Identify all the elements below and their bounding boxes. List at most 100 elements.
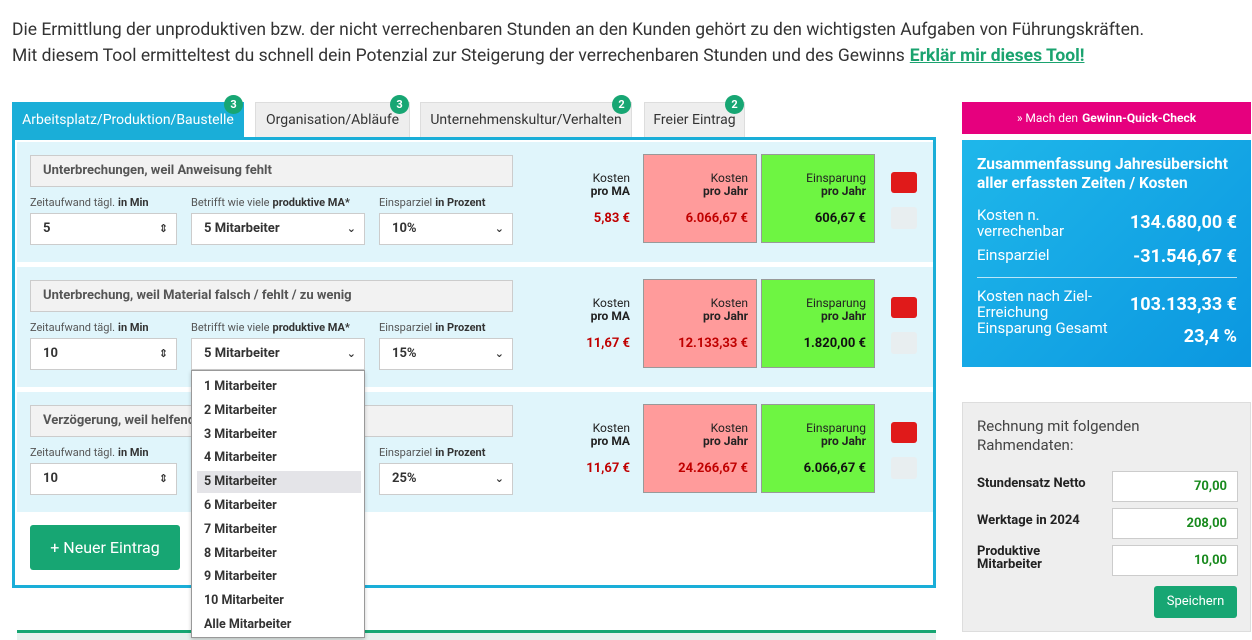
entry-title[interactable]: Unterbrechung, weil Material falsch / fe… (30, 280, 513, 312)
header-line: Kosten (710, 421, 748, 435)
settings-label: Produktive Mitarbeiter (977, 544, 1042, 572)
intro-line: Mit diesem Tool ermitteltest du schnell … (12, 46, 1084, 66)
label-text: Einsparziel (379, 321, 433, 334)
dropdown-option[interactable]: 6 Mitarbeiter (204, 498, 277, 513)
col-header: Einsparung pro Jahr (761, 172, 866, 198)
dropdown-option[interactable]: Alle Mitarbeiter (204, 617, 292, 632)
input-value: 10% (392, 221, 417, 236)
header-line: Kosten (710, 171, 748, 185)
summary-value: 103.133,33 € (1129, 294, 1237, 315)
dropdown-option[interactable]: 1 Mitarbeiter (204, 379, 277, 394)
field-label: Einsparziel in Prozent (379, 196, 485, 209)
delete-button[interactable] (891, 297, 917, 318)
label-bold: produktive MA* (272, 321, 350, 334)
spin-icon: ⇕ (158, 222, 168, 235)
select-caret: ⌄ (494, 222, 504, 235)
label-text: Betrifft wie viele (191, 196, 270, 209)
dropdown-option[interactable]: 5 Mitarbeiter (197, 471, 361, 494)
settings-input[interactable]: 208,00 (1112, 508, 1238, 539)
label-bold: in Min (118, 196, 149, 209)
col-header: Kosten pro Jahr (643, 422, 748, 448)
delete-button[interactable] (891, 422, 917, 443)
header-bold: pro Jahr (821, 434, 866, 448)
dropdown-option[interactable]: 3 Mitarbeiter (204, 426, 277, 442)
settings-input[interactable]: 10,00 (1112, 545, 1238, 576)
tab-badge: 3 (224, 95, 243, 114)
col-header: Kosten pro Jahr (643, 172, 748, 198)
panel (12, 137, 936, 588)
input-time[interactable]: 5 ⇕ (30, 213, 177, 245)
tab-badge: 2 (725, 95, 744, 114)
saving-box (761, 404, 875, 493)
field-label: Zeitaufwand tägl. in Min (30, 446, 149, 459)
cost-per-ma: 11,67 € (586, 336, 630, 351)
saving-per-year: 606,67 € (814, 211, 866, 226)
summary-title: Zusammenfassung Jahresübersicht aller er… (977, 155, 1228, 192)
field-label: Einsparziel in Prozent (379, 446, 485, 459)
intro-text: Mit diesem Tool ermitteltest du schnell … (12, 46, 905, 66)
quick-check-button[interactable]: » Mach den Gewinn-Quick-Check (962, 102, 1251, 134)
hint-button[interactable] (891, 332, 917, 354)
input-ma[interactable]: 5 Mitarbeiter ⌄ (191, 213, 365, 245)
header-bold: pro Jahr (821, 184, 866, 198)
header-bold: pro Jahr (821, 309, 866, 323)
select-caret: ⌄ (346, 347, 356, 360)
settings-label: Stundensatz Netto (977, 476, 1086, 491)
hint-button[interactable] (891, 207, 917, 229)
input-ma[interactable]: 5 Mitarbeiter ⌄ (191, 338, 365, 370)
col-header: Einsparung pro Jahr (761, 297, 866, 323)
input-time[interactable]: 10 ⇕ (30, 463, 177, 495)
hint-button[interactable] (891, 457, 917, 479)
summary-divider (977, 277, 1237, 278)
col-header: Kosten pro MA (560, 297, 630, 323)
cost-year-box (643, 154, 757, 243)
dropdown-option[interactable]: 10 Mitarbeiter (204, 593, 284, 609)
tab-badge: 3 (390, 95, 409, 114)
new-entry-button[interactable]: + Neuer Eintrag (30, 525, 180, 570)
tab[interactable]: Organisation/Abläufe (255, 102, 410, 137)
header-bold: pro MA (590, 434, 630, 448)
delete-button[interactable] (891, 172, 917, 193)
col-header: Kosten pro MA (560, 422, 630, 448)
cost-year-box (643, 279, 757, 368)
dropdown-option[interactable]: 7 Mitarbeiter (204, 521, 277, 537)
field-label: Zeitaufwand tägl. in Min (30, 196, 149, 209)
dropdown-option[interactable]: 9 Mitarbeiter (204, 569, 277, 585)
label-text: Betrifft wie viele (191, 321, 270, 334)
tab-badge: 2 (612, 95, 631, 114)
cost-per-year: 6.066,67 € (685, 211, 748, 226)
field-label: Zeitaufwand tägl. in Min (30, 321, 149, 334)
tab[interactable]: Unternehmenskultur/Verhalten (420, 102, 632, 137)
help-link[interactable]: Erklär mir dieses Tool! (909, 46, 1085, 66)
field-label: Einsparziel in Prozent (379, 321, 485, 334)
saving-per-year: 6.066,67 € (803, 461, 866, 476)
label-text: Einsparziel (379, 446, 433, 459)
settings-title: Rechnung mit folgenden Rahmendaten: (977, 417, 1140, 454)
save-button[interactable]: Speichern (1154, 586, 1237, 618)
header-bold: pro MA (590, 184, 630, 198)
input-pct[interactable]: 10% ⌄ (379, 213, 513, 245)
input-pct[interactable]: 15% ⌄ (379, 338, 513, 370)
quick-check-text: » Mach den (1016, 111, 1079, 125)
field-label: Betrifft wie viele produktive MA* (191, 321, 350, 334)
dropdown-option[interactable]: 8 Mitarbeiter (204, 545, 277, 561)
cost-per-ma: 5,83 € (593, 211, 630, 226)
tab[interactable]: Arbeitsplatz/Produktion/Baustelle (12, 102, 244, 137)
label-bold: produktive MA* (272, 196, 350, 209)
col-header: Kosten pro Jahr (643, 297, 748, 323)
select-caret: ⌄ (494, 472, 504, 485)
dropdown-option[interactable]: 4 Mitarbeiter (204, 450, 277, 466)
input-value: 5 Mitarbeiter (204, 346, 280, 361)
label-bold: in Prozent (435, 196, 486, 209)
settings-input[interactable]: 70,00 (1112, 471, 1238, 502)
header-line: Kosten (592, 171, 630, 185)
input-pct[interactable]: 25% ⌄ (379, 463, 513, 495)
label-bold: in Min (118, 321, 149, 334)
label-text: Zeitaufwand tägl. (30, 446, 116, 459)
input-time[interactable]: 10 ⇕ (30, 338, 177, 370)
dropdown-option[interactable]: 2 Mitarbeiter (204, 402, 277, 418)
summary-box: Zusammenfassung Jahresübersicht aller er… (962, 140, 1251, 367)
entry-title[interactable]: Unterbrechungen, weil Anweisung fehlt (30, 155, 513, 187)
